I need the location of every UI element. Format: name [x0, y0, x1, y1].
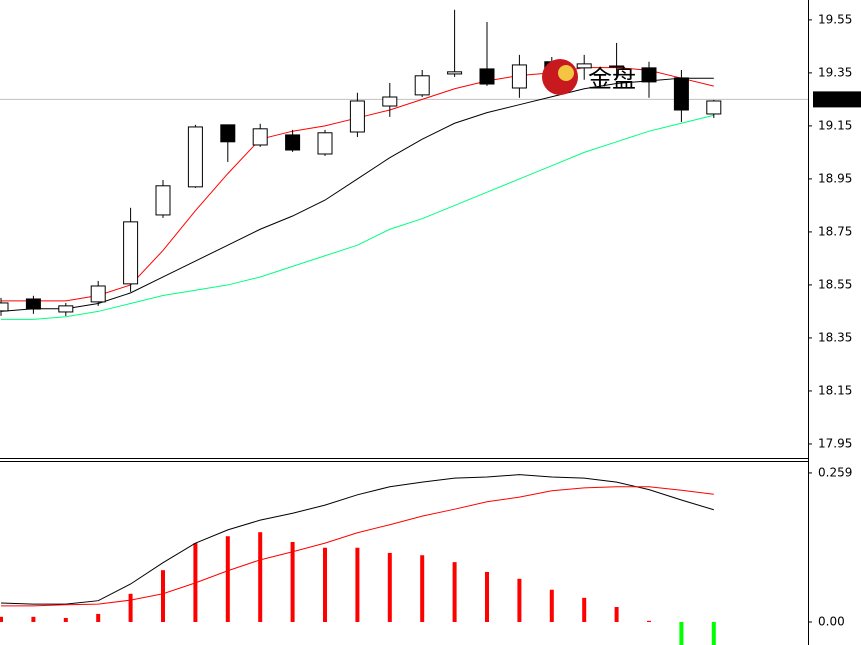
candle-body: [576, 63, 592, 69]
candle-body: [90, 285, 106, 303]
indicator-line: [0, 474, 714, 605]
histogram-bar: [614, 607, 619, 622]
candle-body: [187, 126, 203, 188]
y-tick-label: 0.00: [818, 614, 845, 628]
candle-body: [349, 100, 365, 133]
histogram-bar: [517, 578, 522, 622]
histogram-bar: [63, 617, 68, 622]
y-tick-label: 19.35: [818, 65, 852, 79]
histogram-bar: [128, 593, 133, 622]
histogram-bar: [387, 552, 392, 622]
candle-body: [220, 124, 236, 143]
histogram-bar: [679, 621, 684, 645]
candle-body: [123, 221, 139, 285]
histogram-bar: [582, 597, 587, 622]
candle-body: [447, 71, 463, 75]
histogram-bar: [225, 536, 230, 622]
histogram-bar: [420, 555, 425, 622]
histogram-bar: [161, 570, 165, 622]
histogram-bar: [96, 613, 101, 622]
candle-body: [511, 64, 527, 89]
histogram-bar: [711, 621, 716, 645]
candle-body: [382, 96, 398, 107]
histogram-bar: [31, 616, 36, 622]
indicator-line: [0, 77, 714, 312]
candle-body: [25, 298, 41, 310]
candle-body: [706, 100, 722, 115]
histogram-bar: [258, 532, 263, 622]
watermark-text: 金盘: [588, 65, 636, 93]
candle-body: [673, 77, 689, 111]
watermark-logo: 金盘: [542, 59, 636, 95]
last-price-label: 19.25: [818, 92, 856, 106]
histogram-bar: [323, 547, 327, 622]
histogram-bar: [647, 620, 651, 622]
candle-body: [479, 68, 495, 85]
y-tick-label: 19.55: [818, 12, 852, 26]
histogram-bar: [485, 571, 489, 622]
candle-body: [0, 302, 9, 312]
y-tick-label: 18.75: [818, 224, 852, 238]
histogram-bar: [0, 616, 3, 622]
y-tick-label: 18.95: [818, 171, 852, 185]
candle-body: [285, 134, 301, 151]
indicator-line: [1, 114, 714, 320]
last-price-box: [813, 91, 861, 108]
candle-body: [609, 65, 625, 68]
y-tick-label: 17.95: [818, 436, 852, 450]
candle-body: [58, 305, 74, 313]
y-tick-label: 19.15: [818, 118, 852, 132]
logo-inner: [558, 65, 574, 81]
candle-body: [641, 67, 657, 83]
y-tick-label: 18.35: [818, 330, 852, 344]
candle-body: [414, 75, 430, 96]
histogram-bar: [549, 589, 554, 622]
candle-body: [155, 185, 171, 216]
y-tick-label: 18.15: [818, 383, 852, 397]
y-tick-label: 0.259: [818, 465, 852, 479]
histogram-bar: [290, 541, 295, 622]
candle-body: [252, 128, 268, 146]
histogram-bar: [355, 547, 360, 622]
histogram-bar: [452, 562, 457, 622]
y-tick-label: 18.55: [818, 277, 852, 291]
candle-body: [317, 132, 333, 155]
indicator-line: [1, 486, 714, 607]
